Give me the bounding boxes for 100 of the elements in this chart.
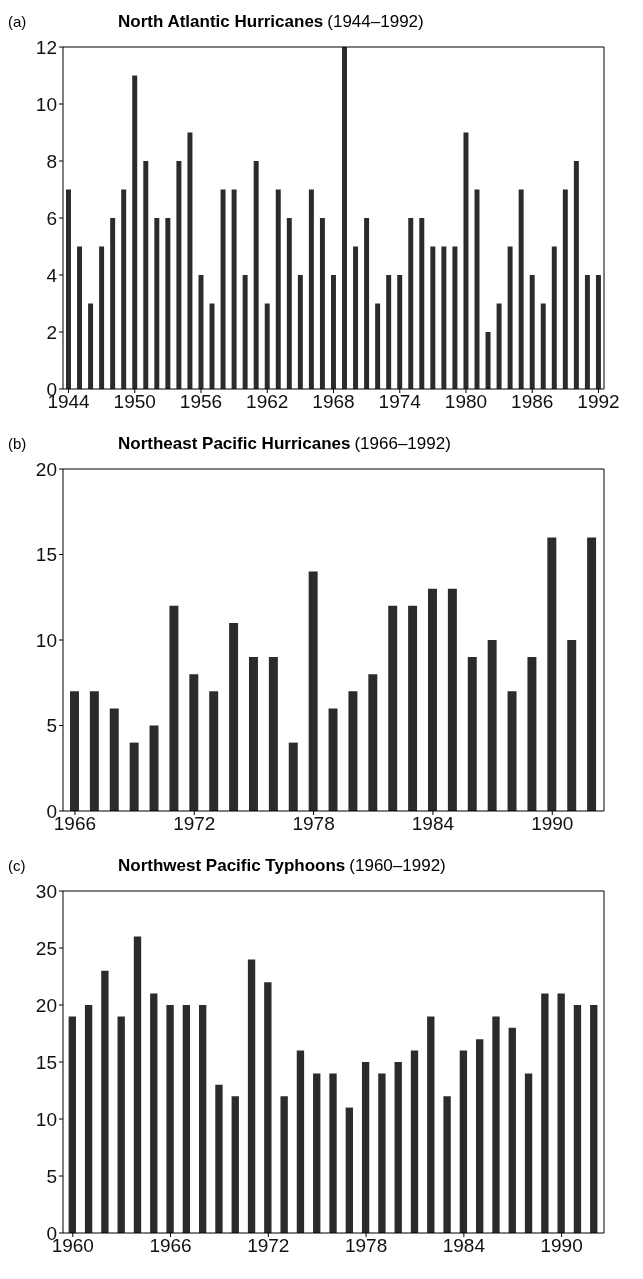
bar: [231, 1096, 239, 1233]
bar: [524, 1073, 533, 1233]
bar: [187, 132, 193, 389]
bar: [443, 1096, 451, 1233]
bar: [132, 75, 138, 389]
x-tick-label: 1962: [246, 391, 289, 413]
bar: [547, 537, 557, 811]
bar: [150, 993, 158, 1233]
bar: [297, 275, 303, 389]
bar: [330, 275, 336, 389]
x-tick-label: 1984: [411, 813, 455, 835]
y-tick-label: 10: [35, 93, 57, 115]
bar: [215, 1084, 223, 1233]
bar: [551, 246, 557, 389]
bar: [508, 1027, 516, 1233]
bar: [567, 640, 577, 811]
bar: [264, 982, 272, 1233]
x-tick-label: 1992: [577, 391, 620, 413]
bar: [361, 1062, 370, 1233]
bar: [231, 189, 237, 389]
bar: [253, 161, 259, 389]
bar: [507, 691, 517, 811]
y-tick-label: 5: [46, 1165, 57, 1187]
bar: [328, 708, 338, 811]
bar: [562, 189, 568, 389]
bar: [209, 303, 215, 389]
bar: [220, 189, 226, 389]
bar: [573, 161, 579, 389]
bar: [427, 1016, 435, 1233]
x-tick-label: 1986: [511, 391, 554, 413]
y-tick-label: 10: [35, 1108, 57, 1130]
bar: [595, 275, 601, 389]
x-tick-label: 1990: [540, 1235, 583, 1257]
y-tick-label: 10: [35, 629, 57, 651]
bar: [121, 189, 127, 389]
bar: [308, 189, 314, 389]
bar: [388, 605, 398, 811]
bar: [342, 47, 347, 389]
bar: [189, 674, 199, 811]
bar: [313, 1073, 321, 1233]
y-tick-label: 25: [35, 937, 57, 959]
text: (c): [8, 857, 26, 874]
chart-subtitle: (1944–1992): [327, 12, 424, 32]
bar: [507, 246, 513, 389]
bar: [408, 218, 414, 389]
bar: [99, 246, 105, 389]
bar: [476, 1039, 484, 1233]
bar: [264, 303, 270, 389]
bar: [540, 303, 546, 389]
y-tick-label: 20: [35, 458, 57, 480]
bar: [242, 275, 248, 389]
bar: [452, 246, 458, 389]
text: (a): [8, 13, 27, 30]
bar: [247, 959, 256, 1233]
x-tick-label: 1980: [444, 391, 488, 413]
bar: [492, 1016, 500, 1233]
bar: [587, 537, 597, 811]
bar: [110, 218, 116, 389]
bar: [288, 742, 298, 811]
x-tick-label: 1956: [179, 391, 223, 413]
bar: [149, 725, 159, 811]
chart-title: Northwest Pacific Typhoons: [118, 856, 346, 876]
bar: [368, 674, 378, 811]
bar: [447, 588, 457, 811]
y-tick-label: 30: [35, 880, 57, 902]
bar: [348, 691, 358, 811]
y-tick-label: 8: [46, 150, 57, 172]
bar: [209, 691, 219, 811]
bar: [441, 246, 447, 389]
x-tick-label: 1968: [312, 391, 355, 413]
bar: [198, 1005, 207, 1233]
bar: [286, 218, 292, 389]
x-tick-label: 1974: [378, 391, 422, 413]
bar: [375, 303, 381, 389]
bar: [198, 275, 204, 389]
bar: [485, 332, 491, 389]
y-tick-label: 5: [46, 715, 57, 737]
bar: [584, 275, 590, 389]
bar: [397, 275, 403, 389]
y-tick-label: 20: [35, 994, 57, 1016]
text: (b): [8, 435, 27, 452]
bar: [143, 161, 149, 389]
bar: [66, 189, 71, 389]
bar: [268, 657, 278, 811]
bar: [408, 605, 418, 811]
y-tick-label: 4: [46, 264, 58, 286]
bar: [529, 275, 535, 389]
x-tick-label: 1990: [531, 813, 574, 835]
y-tick-label: 12: [35, 36, 57, 58]
x-tick-label: 1984: [442, 1235, 486, 1257]
y-tick-label: 15: [35, 1051, 57, 1073]
bar: [329, 1073, 337, 1233]
x-tick-label: 1950: [113, 391, 156, 413]
bar: [386, 275, 392, 389]
bar: [229, 622, 239, 811]
bar: [133, 936, 142, 1233]
bar: [280, 1096, 288, 1233]
bar: [308, 571, 318, 811]
y-tick-label: 2: [46, 321, 57, 343]
bar: [527, 657, 537, 811]
